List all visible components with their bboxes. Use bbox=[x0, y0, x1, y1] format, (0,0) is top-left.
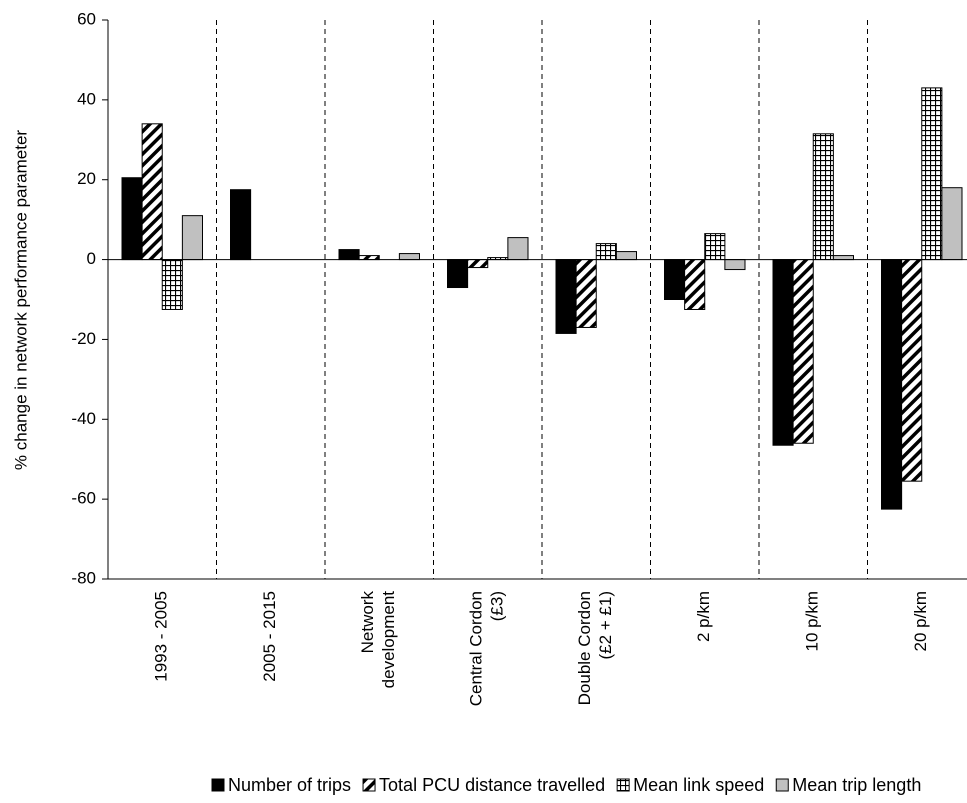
bar bbox=[595, 243, 617, 261]
bar bbox=[447, 259, 469, 289]
bar bbox=[615, 251, 637, 261]
bar bbox=[507, 237, 529, 261]
bar bbox=[901, 259, 923, 482]
y-tick-label: 40 bbox=[77, 89, 96, 108]
y-tick-label: -60 bbox=[71, 489, 96, 508]
x-tick-label: 2 p/km bbox=[694, 591, 713, 642]
x-tick-label: Double Cordon bbox=[575, 591, 594, 705]
y-axis-label: % change in network performance paramete… bbox=[11, 130, 30, 471]
legend-marker bbox=[211, 778, 225, 792]
y-tick-label: -20 bbox=[71, 329, 96, 348]
legend-label: Total PCU distance travelled bbox=[379, 775, 605, 795]
x-tick-label: Network bbox=[358, 591, 377, 654]
bar bbox=[724, 259, 746, 271]
bar bbox=[121, 177, 143, 261]
bar bbox=[684, 259, 706, 310]
legend-marker bbox=[616, 778, 630, 792]
bar bbox=[161, 259, 183, 310]
y-tick-label: 20 bbox=[77, 169, 96, 188]
bar bbox=[772, 259, 794, 446]
y-tick-label: -40 bbox=[71, 409, 96, 428]
x-tick-label: (£2 + £1) bbox=[596, 591, 615, 660]
legend-marker bbox=[775, 778, 789, 792]
bar bbox=[467, 259, 489, 269]
x-tick-label: development bbox=[379, 591, 398, 689]
x-tick-label: 20 p/km bbox=[911, 591, 930, 651]
bar bbox=[338, 249, 360, 261]
bar bbox=[575, 259, 597, 328]
bar bbox=[555, 259, 577, 334]
legend-label: Mean trip length bbox=[792, 775, 921, 795]
bar bbox=[181, 215, 203, 261]
legend-label: Mean link speed bbox=[633, 775, 764, 795]
x-tick-label: Central Cordon bbox=[467, 591, 486, 706]
bar bbox=[230, 189, 252, 261]
bar bbox=[881, 259, 903, 510]
bar bbox=[664, 259, 686, 301]
y-tick-label: -80 bbox=[71, 568, 96, 587]
bar bbox=[792, 259, 814, 444]
x-tick-label: 2005 - 2015 bbox=[260, 591, 279, 682]
bar bbox=[832, 255, 854, 261]
bar bbox=[704, 233, 726, 261]
bar bbox=[141, 123, 163, 261]
y-tick-label: 60 bbox=[77, 9, 96, 28]
bar bbox=[941, 187, 963, 261]
legend-marker bbox=[362, 778, 376, 792]
y-tick-label: 0 bbox=[87, 249, 96, 268]
bar bbox=[921, 87, 943, 261]
x-tick-label: 10 p/km bbox=[803, 591, 822, 651]
x-tick-label: (£3) bbox=[488, 591, 507, 621]
bar bbox=[398, 253, 420, 261]
bar bbox=[812, 133, 834, 261]
bar bbox=[358, 255, 380, 261]
legend-label: Number of trips bbox=[228, 775, 351, 795]
x-tick-label: 1993 - 2005 bbox=[152, 591, 171, 682]
